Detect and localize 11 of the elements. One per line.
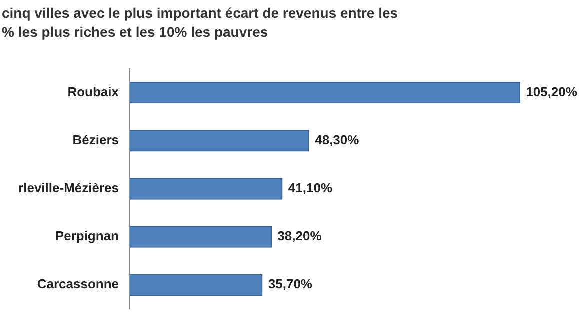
y-tick-label: rleville-Mézières	[18, 180, 119, 196]
data-label: 41,10%	[288, 180, 333, 196]
y-tick-label: Roubaix	[68, 84, 120, 100]
data-label: 48,30%	[315, 132, 360, 148]
y-tick-label: Perpignan	[55, 228, 120, 244]
chart-title: cinq villes avec le plus important écart de revenus entre les % les plus riches et les 10% les pauvres	[2, 4, 398, 42]
data-label: 38,20%	[278, 228, 322, 244]
data-label: 35,70%	[268, 276, 313, 292]
y-tick-label: Béziers	[72, 132, 119, 148]
data-label: 105,20%	[526, 84, 578, 100]
y-tick-label: Carcassonne	[37, 276, 119, 292]
